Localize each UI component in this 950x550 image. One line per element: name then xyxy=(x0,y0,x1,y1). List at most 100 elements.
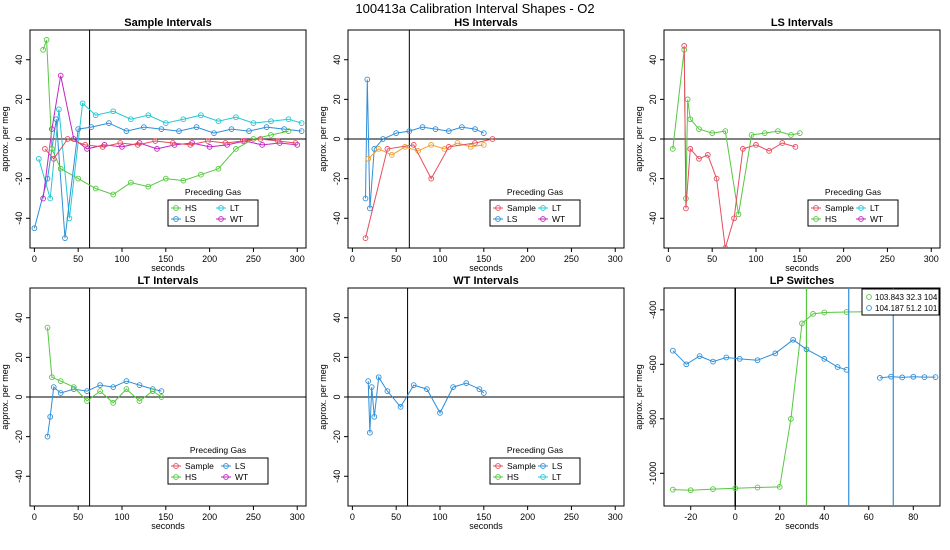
y-tick-label: 0 xyxy=(332,394,342,399)
x-tick-label: 200 xyxy=(202,512,217,522)
data-point xyxy=(198,112,204,119)
data-point xyxy=(145,183,152,190)
legend-entry: HS xyxy=(507,472,519,482)
data-point xyxy=(57,72,64,79)
data-point xyxy=(106,120,112,126)
data-point xyxy=(480,390,487,396)
legend-swatch xyxy=(540,474,546,480)
y-tick-label: -20 xyxy=(332,430,342,443)
legend-swatch xyxy=(540,463,546,469)
legend-entry: LS xyxy=(235,461,246,471)
legend-entry: Sample xyxy=(507,461,536,471)
data-point xyxy=(92,185,99,192)
data-point xyxy=(84,388,90,394)
figure-title: 100413a Calibration Interval Shapes - O2 xyxy=(355,1,595,16)
series-line-ls xyxy=(672,339,847,371)
data-point xyxy=(228,126,235,132)
data-point xyxy=(754,357,761,364)
legend-entry: LT xyxy=(870,203,879,213)
data-point xyxy=(263,124,270,130)
data-point xyxy=(110,191,117,198)
y-tick-label: 40 xyxy=(332,55,342,65)
data-point xyxy=(713,175,720,182)
legend-entry: Sample xyxy=(825,203,854,213)
data-point xyxy=(834,364,841,370)
data-point xyxy=(710,358,716,365)
series-line-sample xyxy=(44,138,296,160)
legend-entry: Sample xyxy=(185,461,214,471)
x-tick-label: 0 xyxy=(350,254,355,264)
data-point xyxy=(50,155,57,162)
data-point xyxy=(40,46,46,53)
data-point xyxy=(134,142,141,148)
series-line-sample xyxy=(683,45,796,248)
legend-title: Preceding Gas xyxy=(507,187,563,197)
x-tick-label: 50 xyxy=(391,512,401,522)
data-point xyxy=(127,179,134,186)
data-point xyxy=(136,398,143,404)
x-tick-label: 250 xyxy=(880,254,895,264)
legend-entry: Sample xyxy=(507,203,536,213)
data-point xyxy=(57,390,64,396)
y-tick-label: -40 xyxy=(648,212,658,225)
data-point xyxy=(788,132,794,138)
data-point xyxy=(687,146,694,152)
data-point xyxy=(772,350,779,357)
data-point xyxy=(127,116,134,123)
plot-area xyxy=(30,288,306,506)
data-point xyxy=(285,128,292,134)
chart-title: Sample Intervals xyxy=(124,17,211,29)
x-axis-label: seconds xyxy=(785,263,819,273)
series-line-ls xyxy=(33,119,302,239)
series-line-hs xyxy=(672,49,800,215)
legend-entry: LT xyxy=(552,203,561,213)
data-point xyxy=(362,235,369,241)
x-tick-label: 20 xyxy=(775,512,785,522)
series-line-ls xyxy=(365,79,485,209)
data-point xyxy=(110,384,117,390)
data-point xyxy=(240,138,246,144)
x-tick-label: 250 xyxy=(246,512,261,522)
legend-swatch xyxy=(540,205,546,211)
data-point xyxy=(722,128,729,134)
y-tick-label: -1000 xyxy=(648,462,658,485)
y-axis-label: approx. per meg xyxy=(634,106,644,172)
legend-entry: LS xyxy=(507,214,518,224)
data-point xyxy=(368,384,375,390)
data-point xyxy=(388,152,395,158)
x-tick-label: 150 xyxy=(476,512,491,522)
data-point xyxy=(790,336,796,343)
legend-swatch xyxy=(866,294,872,300)
data-point xyxy=(123,378,130,384)
data-point xyxy=(748,132,755,138)
x-tick-label: 150 xyxy=(476,254,491,264)
x-tick-label: 300 xyxy=(608,254,623,264)
y-tick-label: 20 xyxy=(14,94,24,104)
legend-box xyxy=(489,199,581,227)
data-point xyxy=(49,146,55,152)
x-tick-label: 100 xyxy=(748,254,763,264)
legend-box xyxy=(807,199,899,227)
series-line-sample xyxy=(365,138,493,239)
data-point xyxy=(110,108,117,115)
legend-swatch xyxy=(813,216,819,222)
y-tick-label: 40 xyxy=(332,313,342,323)
data-point xyxy=(47,195,54,202)
y-tick-label: 40 xyxy=(14,313,24,323)
legend-swatch xyxy=(173,205,179,211)
data-point xyxy=(410,382,417,388)
legend-entry: LS xyxy=(185,214,196,224)
data-point xyxy=(268,118,274,125)
y-tick-label: -20 xyxy=(648,172,658,185)
data-point xyxy=(397,404,404,410)
x-tick-label: 300 xyxy=(290,512,305,522)
data-point xyxy=(162,120,169,126)
data-point xyxy=(696,126,702,132)
data-point xyxy=(799,320,805,327)
data-point xyxy=(268,132,274,138)
y-tick-label: -20 xyxy=(332,172,342,185)
data-point xyxy=(365,378,372,384)
